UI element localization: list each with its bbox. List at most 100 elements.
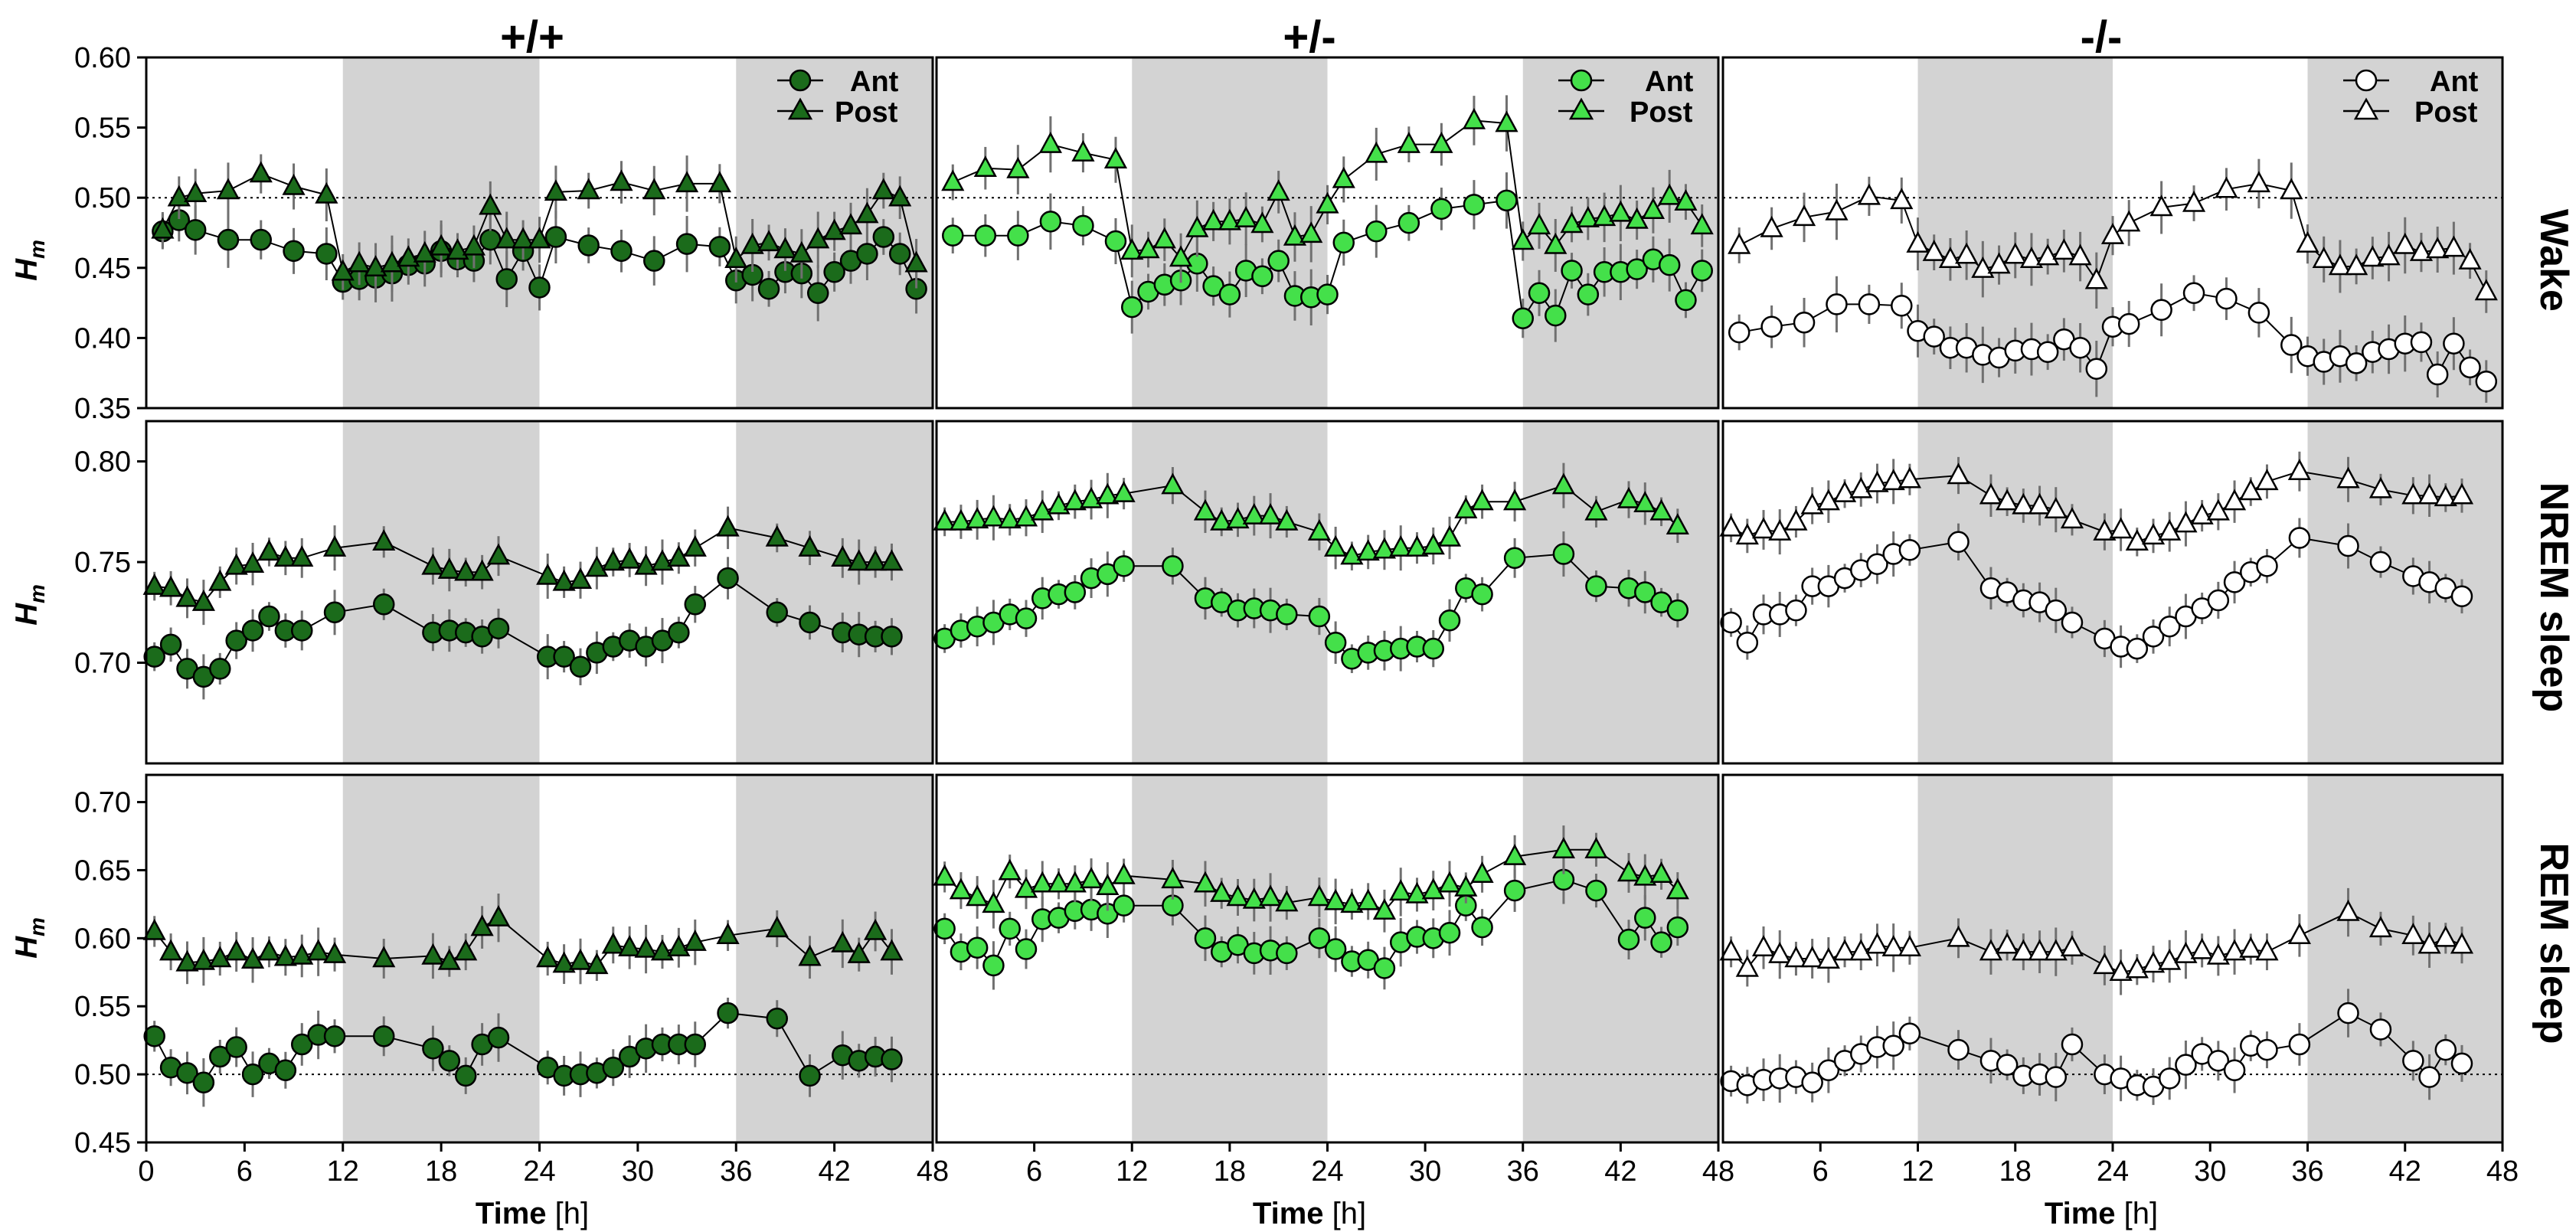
data-point-post	[2109, 517, 2133, 539]
data-point-ant	[1923, 325, 1945, 348]
data-point-post	[2125, 529, 2149, 551]
data-point-post	[998, 507, 1022, 529]
data-point-post	[1201, 208, 1225, 230]
data-point-ant	[1121, 296, 1143, 319]
data-point-ant	[2045, 599, 2068, 622]
data-point-post	[1169, 245, 1193, 267]
data-point-post	[2255, 939, 2279, 961]
data-point-post	[1979, 482, 2003, 505]
data-point-post	[2328, 253, 2352, 276]
data-point-post	[372, 529, 396, 551]
data-point-post	[2044, 939, 2068, 961]
series-post-rem-heterozygous	[933, 825, 1689, 933]
data-point-ant	[1251, 265, 1273, 288]
data-point-ant	[1528, 282, 1551, 305]
data-point-post	[2044, 497, 2068, 518]
data-point-post	[454, 939, 478, 961]
data-point-post	[2377, 243, 2401, 266]
data-point-ant	[143, 1025, 165, 1047]
data-point-post	[966, 884, 989, 907]
data-point-post	[716, 515, 740, 537]
legend-ant-label: Ant	[1645, 66, 1694, 98]
x-tick-label: 6	[237, 1155, 253, 1188]
y-tick-label: 0.60	[74, 923, 131, 955]
y-tick-label: 0.35	[74, 393, 131, 425]
data-point-ant	[2256, 555, 2278, 577]
data-point-post	[806, 227, 830, 249]
data-point-post	[2368, 916, 2393, 938]
data-point-post	[1063, 489, 1087, 511]
data-point-ant	[757, 278, 780, 300]
data-point-ant	[1512, 307, 1534, 330]
series-post-nrem-knockout	[1719, 451, 2474, 557]
data-point-post	[184, 181, 208, 202]
data-point-ant	[1720, 611, 1742, 634]
data-point-post	[2239, 936, 2263, 958]
data-point-post	[765, 916, 789, 938]
data-point-ant	[1438, 921, 1461, 944]
data-point-post	[1728, 232, 1751, 254]
data-point-post	[1258, 884, 1283, 907]
data-point-post	[1551, 837, 1576, 859]
data-point-ant	[2345, 352, 2368, 374]
data-point-post	[568, 948, 593, 970]
data-point-ant	[684, 1033, 707, 1056]
y-tick-label: 0.50	[74, 182, 131, 214]
data-point-ant	[974, 224, 997, 247]
data-point-ant	[717, 567, 739, 590]
data-point-post	[479, 193, 502, 215]
data-point-ant	[881, 1048, 903, 1070]
data-point-post	[1161, 867, 1185, 889]
data-point-post	[1283, 224, 1307, 246]
data-point-post	[1751, 935, 1776, 957]
dark-period-nrem-wildtype-2	[736, 421, 933, 763]
data-point-post	[159, 575, 183, 597]
data-point-post	[1210, 508, 1234, 531]
data-point-ant	[291, 619, 313, 642]
data-point-ant	[258, 605, 280, 628]
series-ant-nrem-heterozygous	[933, 531, 1689, 674]
data-point-post	[798, 944, 822, 966]
data-point-post	[847, 942, 871, 963]
x-tick-label: 24	[2097, 1155, 2129, 1188]
data-point-ant	[143, 645, 165, 668]
data-point-post	[831, 545, 855, 567]
data-point-post	[1332, 166, 1355, 188]
data-point-post	[1800, 946, 1824, 968]
data-point-post	[249, 161, 273, 183]
data-point-post	[2255, 469, 2279, 491]
legend-post-label: Post	[2414, 96, 2478, 129]
data-point-ant	[2158, 1067, 2181, 1090]
data-point-post	[1193, 871, 1218, 893]
data-point-post	[1495, 110, 1518, 132]
data-point-post	[1719, 515, 1743, 537]
legend-post-label: Post	[835, 96, 898, 129]
data-point-ant	[2450, 585, 2473, 608]
data-point-post	[1307, 884, 1331, 907]
data-point-ant	[1736, 631, 1759, 654]
data-point-ant	[1398, 211, 1420, 234]
data-point-ant	[1793, 311, 1816, 334]
data-point-post	[257, 939, 281, 961]
data-point-post	[1031, 498, 1054, 521]
data-point-post	[1649, 861, 1673, 884]
dark-period-nrem-knockout-2	[2307, 421, 2502, 763]
data-point-post	[949, 508, 973, 531]
data-point-post	[2028, 492, 2051, 515]
data-point-ant	[1866, 553, 1888, 575]
data-point-post	[1316, 191, 1339, 214]
data-point-post	[159, 939, 183, 961]
data-point-post	[536, 563, 560, 585]
data-point-post	[1922, 240, 1946, 261]
data-point-ant	[283, 240, 305, 263]
series-line	[154, 527, 892, 603]
data-point-post	[2280, 178, 2303, 200]
data-point-post	[421, 553, 445, 575]
column-title-wildtype: +/+	[500, 12, 564, 62]
data-point-post	[1719, 939, 1743, 961]
data-point-ant	[1194, 927, 1217, 949]
data-point-post	[1275, 890, 1299, 912]
series-post-rem-knockout	[1719, 887, 2474, 995]
data-point-ant	[1891, 295, 1913, 317]
